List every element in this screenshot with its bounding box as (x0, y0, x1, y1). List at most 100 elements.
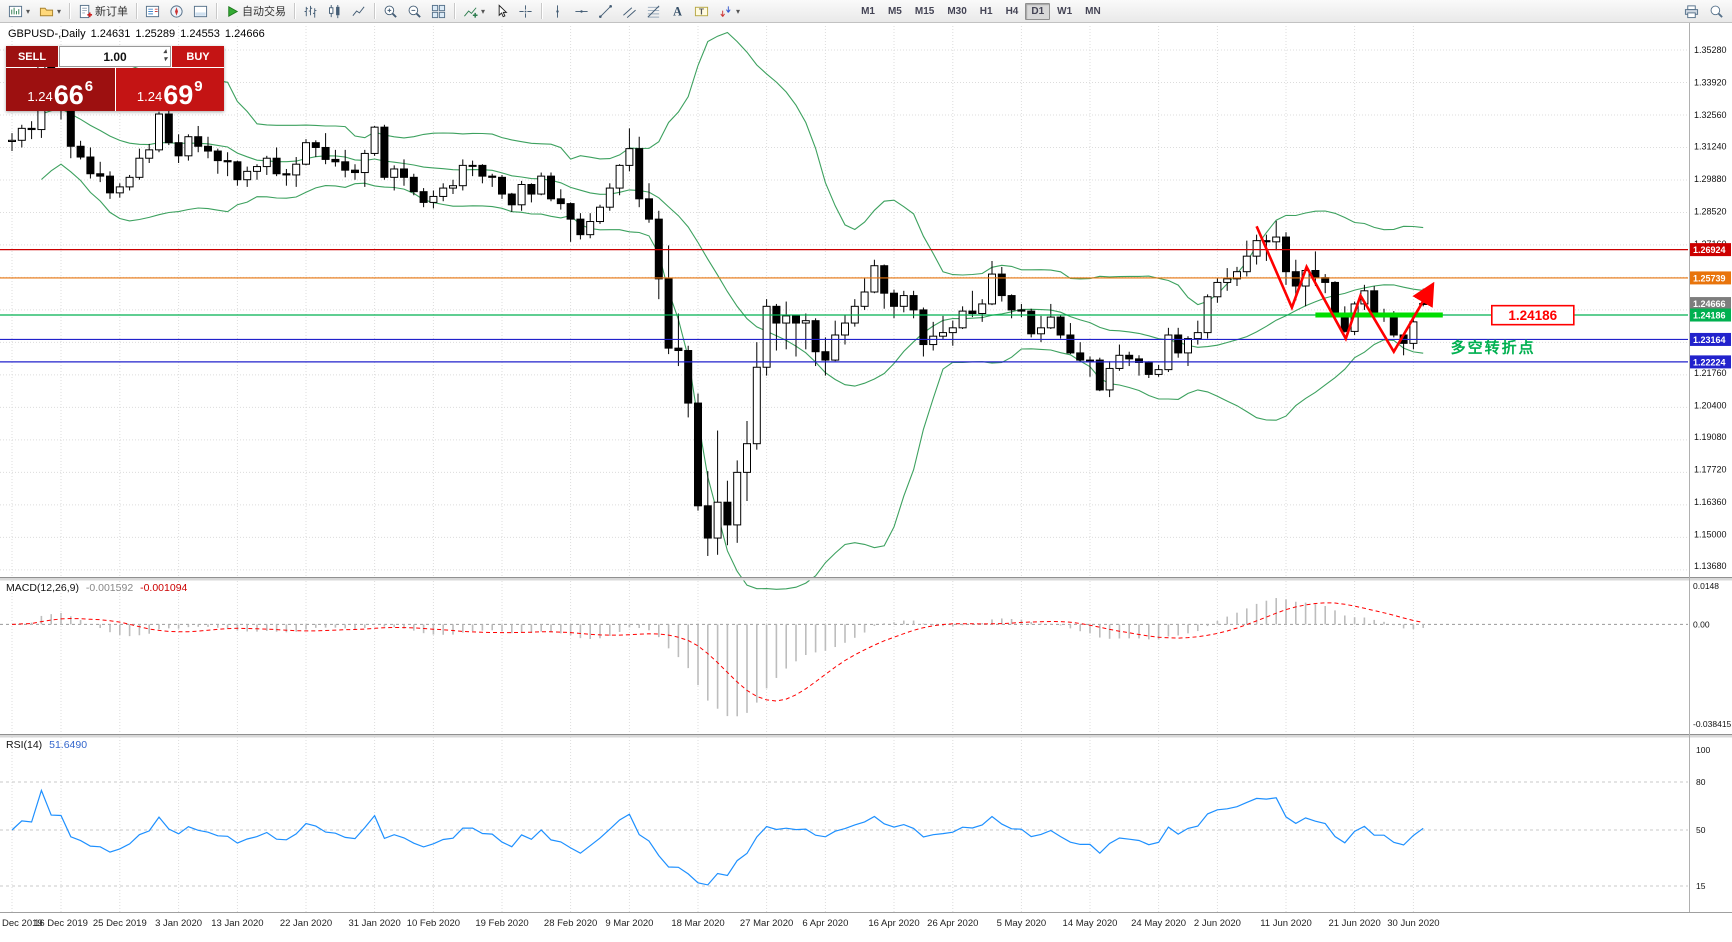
bar-chart-button[interactable] (299, 1, 322, 22)
svg-text:80: 80 (1696, 777, 1706, 787)
chevron-down-icon[interactable]: ▾ (736, 6, 741, 16)
timeframe-M15-button[interactable]: M15 (914, 5, 935, 17)
horizontal-level-lines[interactable] (0, 249, 1688, 363)
svg-text:1.22224: 1.22224 (1693, 357, 1726, 367)
line-chart-button[interactable] (347, 1, 370, 22)
volume-down-icon[interactable]: ▾ (163, 56, 167, 63)
text-button[interactable]: A (666, 1, 689, 22)
new-chart-icon (8, 5, 23, 17)
new-order-button[interactable]: 新订单 (74, 1, 132, 22)
zoom-out-button[interactable] (403, 1, 426, 22)
timeframe-H1-button[interactable]: H1 (979, 5, 993, 17)
svg-text:1.33920: 1.33920 (1694, 77, 1727, 87)
timeframe-H4-button[interactable]: H4 (1005, 5, 1019, 17)
sell-price[interactable]: 1.24 66 6 (6, 68, 115, 111)
toolbar-separator (454, 3, 456, 19)
autotrading-button-label: 自动交易 (242, 6, 287, 18)
annotations[interactable]: 1.24186 多空转折点 (1255, 225, 1575, 356)
svg-text:10 Feb 2020: 10 Feb 2020 (407, 918, 460, 929)
crosshair-button[interactable] (514, 1, 537, 22)
equidistant-channel-button[interactable] (618, 1, 641, 22)
tile-windows-button[interactable] (427, 1, 450, 22)
new-order-button-label: 新订单 (95, 6, 129, 18)
buy-price-whole: 1.24 (136, 89, 163, 104)
rsi-panel: 100 80 50 15 (0, 745, 1710, 891)
zoom-in-button[interactable] (379, 1, 402, 22)
chevron-down-icon[interactable]: ▾ (26, 6, 31, 16)
buy-price-point: 9 (194, 78, 203, 95)
timeframe-W1-button[interactable]: W1 (1057, 5, 1073, 17)
terminal-button[interactable] (189, 1, 212, 22)
search-button[interactable] (1705, 1, 1728, 22)
svg-text:1.26924: 1.26924 (1693, 245, 1726, 255)
trendline-button[interactable] (594, 1, 617, 22)
line-chart-icon (352, 6, 365, 16)
fibonacci-button[interactable] (642, 1, 665, 22)
candlestick-icon (329, 4, 340, 18)
timeframe-MN-button[interactable]: MN (1085, 5, 1101, 17)
autotrading-button[interactable]: 自动交易 (221, 1, 290, 22)
svg-text:3 Jan 2020: 3 Jan 2020 (155, 918, 202, 929)
toolbar-right-icons (1680, 1, 1728, 22)
sell-price-pips: 66 (53, 80, 84, 110)
print-button[interactable] (1680, 1, 1703, 22)
indicators-button[interactable]: ▾ (459, 1, 489, 22)
arrows-icon (720, 5, 731, 17)
volume-up-icon[interactable]: ▴ (163, 48, 167, 55)
svg-text:15: 15 (1696, 881, 1706, 891)
bollinger-bands (41, 31, 1424, 590)
timeframe-D1-button[interactable]: D1 (1025, 2, 1051, 20)
buy-price[interactable]: 1.24 69 9 (115, 68, 224, 111)
navigator-button[interactable] (165, 1, 188, 22)
arrows-button[interactable]: ▾ (714, 1, 744, 22)
rsi-header: RSI(14) 51.6490 (6, 739, 87, 751)
chevron-down-icon[interactable]: ▾ (57, 6, 62, 16)
panel-separators (0, 23, 1732, 913)
svg-text:1.13680: 1.13680 (1694, 561, 1727, 571)
macd-title: MACD(12,26,9) (6, 582, 79, 594)
chevron-down-icon[interactable]: ▾ (481, 6, 486, 16)
market-watch-button[interactable] (141, 1, 164, 22)
text-icon: A (673, 4, 682, 18)
text-label-button[interactable]: T (690, 1, 713, 22)
volume-stepper-buttons[interactable]: ▴ ▾ (163, 48, 167, 64)
svg-text:16 Apr 2020: 16 Apr 2020 (868, 918, 919, 929)
horizontal-line-button[interactable] (570, 1, 593, 22)
chart-profiles-button[interactable]: ▾ (35, 1, 65, 22)
cn-note-text: 多空转折点 (1451, 338, 1536, 356)
sell-button[interactable]: SELL (6, 46, 58, 67)
bar-chart-icon (304, 5, 317, 18)
svg-text:18 Mar 2020: 18 Mar 2020 (671, 918, 724, 929)
new-chart-button[interactable]: ▾ (4, 1, 34, 22)
navigator-icon (170, 4, 183, 18)
trendline-icon (599, 4, 613, 18)
time-axis-labels: Dec 201916 Dec 2019 25 Dec 2019 3 Jan 2020… (2, 918, 1440, 929)
indicators-icon (464, 6, 478, 18)
chart-grid (0, 26, 1688, 912)
ohlc-high: 1.25289 (135, 28, 176, 40)
svg-text:1.32560: 1.32560 (1694, 110, 1727, 120)
timeframe-switcher: M1 M5 M15 M30 H1 H4 D1 W1 MN (855, 2, 1107, 20)
timeframe-M5-button[interactable]: M5 (887, 5, 902, 17)
buy-button[interactable]: BUY (172, 46, 224, 67)
buy-price-pips: 69 (163, 80, 194, 110)
price-callout-box (1491, 304, 1575, 326)
vertical-line-button[interactable] (546, 1, 569, 22)
svg-text:1.28520: 1.28520 (1694, 206, 1727, 216)
timeframe-M1-button[interactable]: M1 (861, 5, 875, 17)
autotrading-icon (228, 5, 239, 17)
volume-spinner[interactable]: 1.00 ▴ ▾ (59, 46, 171, 67)
candlestick-chart-button[interactable] (323, 1, 346, 22)
chart-ohlc-title: GBPUSD-,Daily 1.24631 1.25289 1.24553 1.2466… (8, 28, 270, 40)
ohlc-close: 1.24666 (224, 28, 265, 40)
toolbar-separator (294, 3, 296, 19)
price-scale[interactable] (1690, 23, 1732, 912)
svg-text:1.24186: 1.24186 (1693, 311, 1726, 321)
cursor-button[interactable] (490, 1, 513, 22)
time-scale[interactable] (0, 912, 1688, 942)
svg-text:24 May 2020: 24 May 2020 (1131, 918, 1186, 929)
toolbar-separator (136, 3, 138, 19)
svg-text:1.24666: 1.24666 (1693, 299, 1726, 309)
timeframe-M30-button[interactable]: M30 (947, 5, 967, 17)
